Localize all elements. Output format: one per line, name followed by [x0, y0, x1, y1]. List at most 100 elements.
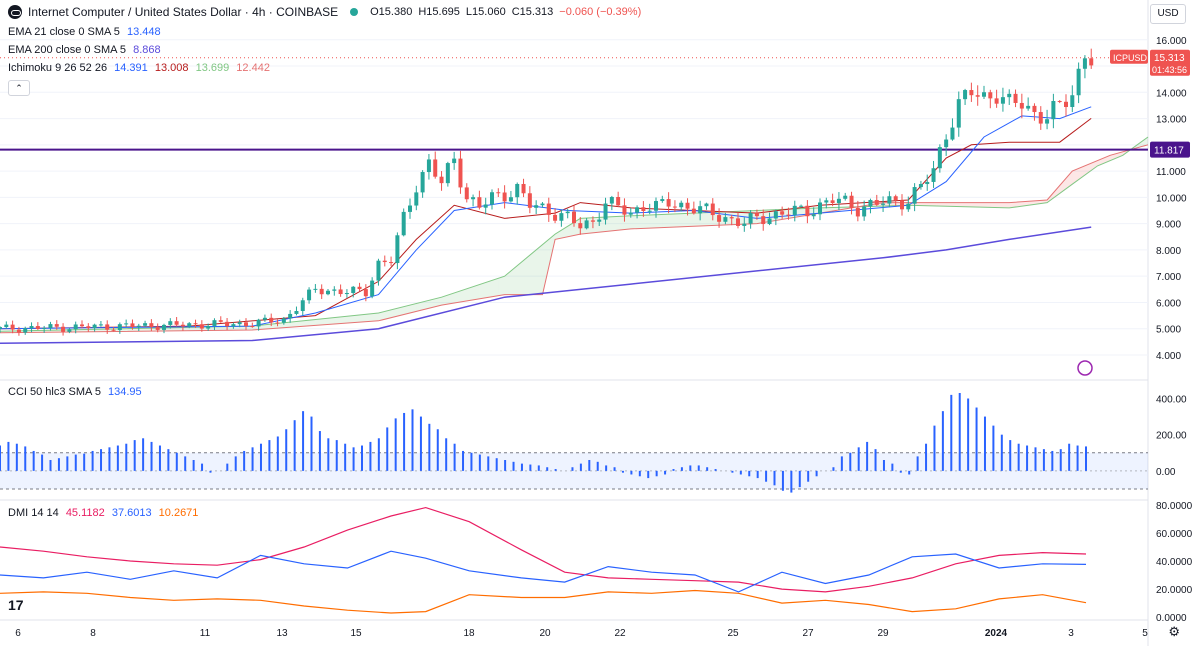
ema200-legend[interactable]: EMA 200 close 0 SMA 5 8.868 — [8, 44, 161, 56]
grid-lines — [0, 0, 1149, 646]
cci-legend[interactable]: CCI 50 hlc3 SMA 5 134.95 — [8, 386, 142, 398]
candle-body — [477, 197, 482, 208]
candle-body — [1038, 112, 1043, 124]
cloud-segment — [555, 230, 562, 240]
ema21-legend[interactable]: EMA 21 close 0 SMA 5 13.448 — [8, 26, 161, 38]
time-tick-label: 20 — [539, 628, 551, 639]
ema21-value: 13.448 — [126, 26, 161, 38]
cloud-segment — [498, 276, 505, 296]
dmi-plus-value: 37.6013 — [111, 507, 152, 519]
cloud-segment — [176, 327, 183, 331]
dmi-tick-label: 60.0000 — [1156, 529, 1192, 540]
cloud-segment — [441, 295, 448, 306]
cloud-segment — [643, 214, 650, 229]
cloud-segment — [693, 212, 701, 227]
ichimoku-cloud — [0, 136, 1149, 334]
cloud-segment — [1021, 201, 1029, 207]
candle-body — [1013, 93, 1018, 103]
cloud-segment — [372, 312, 379, 322]
candle-body — [117, 324, 122, 331]
cloud-segment — [674, 213, 682, 228]
candle-body — [61, 326, 66, 332]
candle-body — [799, 205, 804, 207]
cloud-segment — [246, 326, 253, 331]
candle-body — [357, 286, 362, 290]
cloud-segment — [473, 284, 480, 300]
candle-body — [635, 207, 640, 213]
candle-body — [275, 322, 280, 324]
ohlc-open: O15.380 — [370, 6, 413, 18]
candle-body — [1045, 119, 1050, 124]
cloud-segment — [492, 278, 499, 297]
candle-body — [855, 207, 860, 217]
dmi-tick-label: 40.0000 — [1156, 557, 1192, 568]
tradingview-logo: 17 — [8, 597, 24, 613]
price-tick-label: 7.000 — [1156, 272, 1181, 283]
candlesticks — [0, 48, 1094, 336]
dmi-line-di — [0, 550, 1087, 593]
settings-gear-icon[interactable]: ⚙ — [1168, 624, 1180, 639]
candle-body — [546, 203, 551, 215]
currency-select-button[interactable]: USD — [1150, 4, 1186, 24]
candle-body — [98, 324, 103, 326]
candle-body — [969, 90, 974, 96]
candle-body — [401, 211, 406, 236]
candle-body — [300, 300, 305, 312]
cloud-segment — [706, 212, 713, 226]
cloud-segment — [1009, 202, 1016, 208]
candle-body — [29, 326, 34, 329]
candle-body — [231, 324, 236, 327]
dmi-line-adx — [0, 506, 1087, 593]
candle-body — [48, 324, 53, 328]
senkou-span-b-line — [0, 144, 1149, 334]
price-tick-label: 10.000 — [1156, 193, 1187, 204]
cloud-segment — [182, 327, 190, 331]
cloud-segment — [138, 328, 146, 332]
ichimoku-legend[interactable]: Ichimoku 9 26 52 26 14.391 13.008 13.699… — [8, 62, 270, 74]
cloud-segment — [435, 297, 442, 307]
cloud-segment — [271, 323, 278, 329]
cloud-segment — [428, 298, 436, 309]
candle-body — [767, 218, 772, 225]
market-status-icon — [350, 8, 359, 16]
cloud-segment — [126, 328, 133, 332]
candle-body — [408, 205, 412, 212]
cloud-segment — [145, 328, 152, 332]
candle-body — [1000, 97, 1005, 104]
candle-body — [736, 218, 740, 226]
cloud-segment — [397, 306, 404, 317]
cloud-segment — [561, 226, 568, 239]
dmi-legend[interactable]: DMI 14 14 45.1182 37.6013 10.2671 — [8, 507, 198, 519]
cloud-segment — [920, 202, 928, 206]
icp-logo-icon — [8, 5, 22, 19]
candle-body — [628, 212, 633, 215]
cloud-segment — [618, 216, 625, 231]
price-tick-label: 11.000 — [1156, 167, 1186, 178]
candle-body — [982, 92, 986, 97]
candle-body — [616, 197, 621, 206]
candle-body — [4, 324, 9, 328]
candle-body — [288, 313, 293, 319]
candle-body — [452, 158, 457, 164]
cloud-segment — [233, 326, 240, 331]
candle-body — [666, 199, 671, 207]
cloud-segment — [416, 301, 423, 312]
cloud-segment — [277, 322, 284, 329]
candle-body — [23, 328, 28, 333]
cci-tick-label: 200.00 — [1156, 431, 1187, 442]
candle-body — [426, 159, 431, 173]
candle-body — [187, 323, 192, 327]
cloud-segment — [447, 292, 455, 305]
collapse-legend-button[interactable]: ⌃ — [8, 80, 30, 96]
time-tick-label: 5 — [1142, 628, 1148, 639]
candle-body — [540, 203, 545, 206]
chart-header: Internet Computer / United States Dollar… — [8, 5, 641, 19]
candle-body — [319, 288, 324, 295]
candle-body — [988, 92, 993, 99]
candle-body — [269, 317, 274, 323]
candle-body — [792, 205, 797, 215]
candle-body — [975, 95, 980, 97]
cci-pane — [0, 393, 1148, 493]
ohlc-low: L15.060 — [465, 6, 506, 18]
candle-body — [565, 211, 570, 214]
